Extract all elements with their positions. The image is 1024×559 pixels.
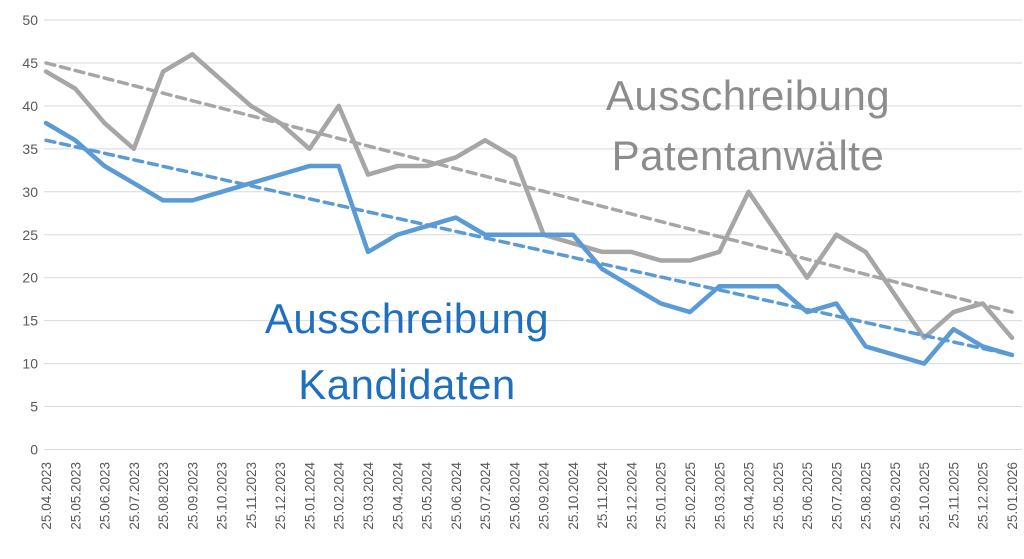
kandidaten-series-label-line1: Ausschreibung [264, 295, 550, 342]
x-tick-label-10: 25.02.2024 [332, 462, 347, 530]
x-tick-label-7: 25.11.2023 [244, 462, 259, 529]
y-tick-label-50: 50 [22, 12, 38, 28]
patentanwaelte-series-label-line1: Ausschreibung [605, 72, 891, 119]
x-tick-label-16: 25.08.2024 [507, 462, 522, 530]
x-tick-label-32: 25.12.2025 [976, 462, 991, 530]
x-tick-label-31: 25.11.2025 [946, 462, 961, 529]
y-tick-label-45: 45 [22, 55, 38, 71]
patentanwaelte-trendline [44, 61, 1014, 314]
x-tick-label-8: 25.12.2023 [273, 462, 288, 530]
patentanwaelte-series-label: Ausschreibung Patentanwälte [583, 66, 913, 186]
x-tick-label-11: 25.03.2024 [361, 462, 376, 530]
patentanwaelte-line [43, 52, 1015, 341]
patentanwaelte-series-label-line2: Patentanwälte [611, 132, 885, 179]
x-tick-label-5: 25.09.2023 [185, 462, 200, 530]
x-tick-label-14: 25.06.2024 [449, 462, 464, 530]
y-tick-label-10: 10 [22, 356, 38, 372]
y-tick-label-5: 5 [30, 399, 38, 415]
x-tick-label-22: 25.02.2025 [683, 462, 698, 530]
x-tick-label-3: 25.07.2023 [127, 462, 142, 530]
x-tick-label-12: 25.04.2024 [390, 462, 405, 530]
x-tick-label-17: 25.09.2024 [537, 462, 552, 530]
kandidaten-series-label-line2: Kandidaten [298, 361, 516, 408]
y-tick-label-30: 30 [22, 184, 38, 200]
y-tick-label-25: 25 [22, 227, 38, 243]
kandidaten-line [43, 120, 1015, 366]
kandidaten-trendline [44, 138, 1014, 357]
x-tick-label-25: 25.05.2025 [771, 462, 786, 530]
x-tick-label-33: 25.01.2026 [1005, 462, 1020, 530]
x-tick-label-23: 25.03.2025 [712, 462, 727, 530]
x-tick-label-26: 25.06.2025 [800, 462, 815, 530]
x-tick-label-20: 25.12.2024 [624, 462, 639, 530]
x-tick-label-30: 25.10.2025 [917, 462, 932, 530]
x-tick-label-21: 25.01.2025 [654, 462, 669, 530]
x-tick-label-18: 25.10.2024 [566, 462, 581, 530]
x-tick-label-15: 25.07.2024 [478, 462, 493, 530]
x-tick-label-4: 25.08.2023 [156, 462, 171, 530]
y-tick-label-20: 20 [22, 270, 38, 286]
y-tick-label-35: 35 [22, 141, 38, 157]
kandidaten-series-label: Ausschreibung Kandidaten [252, 286, 562, 418]
y-tick-label-40: 40 [22, 98, 38, 114]
y-tick-label-15: 15 [22, 313, 38, 329]
x-tick-label-0: 25.04.2023 [39, 462, 54, 530]
x-tick-label-13: 25.05.2024 [420, 462, 435, 530]
x-tick-label-9: 25.01.2024 [302, 462, 317, 530]
x-tick-label-24: 25.04.2025 [742, 462, 757, 530]
x-tick-label-27: 25.07.2025 [829, 462, 844, 530]
x-tick-label-29: 25.09.2025 [888, 462, 903, 530]
x-tick-label-1: 25.05.2023 [68, 462, 83, 530]
y-tick-label-0: 0 [30, 442, 38, 458]
x-tick-label-2: 25.06.2023 [98, 462, 113, 530]
x-tick-label-6: 25.10.2023 [215, 462, 230, 530]
x-tick-label-28: 25.08.2025 [859, 462, 874, 530]
x-tick-label-19: 25.11.2024 [595, 462, 610, 529]
